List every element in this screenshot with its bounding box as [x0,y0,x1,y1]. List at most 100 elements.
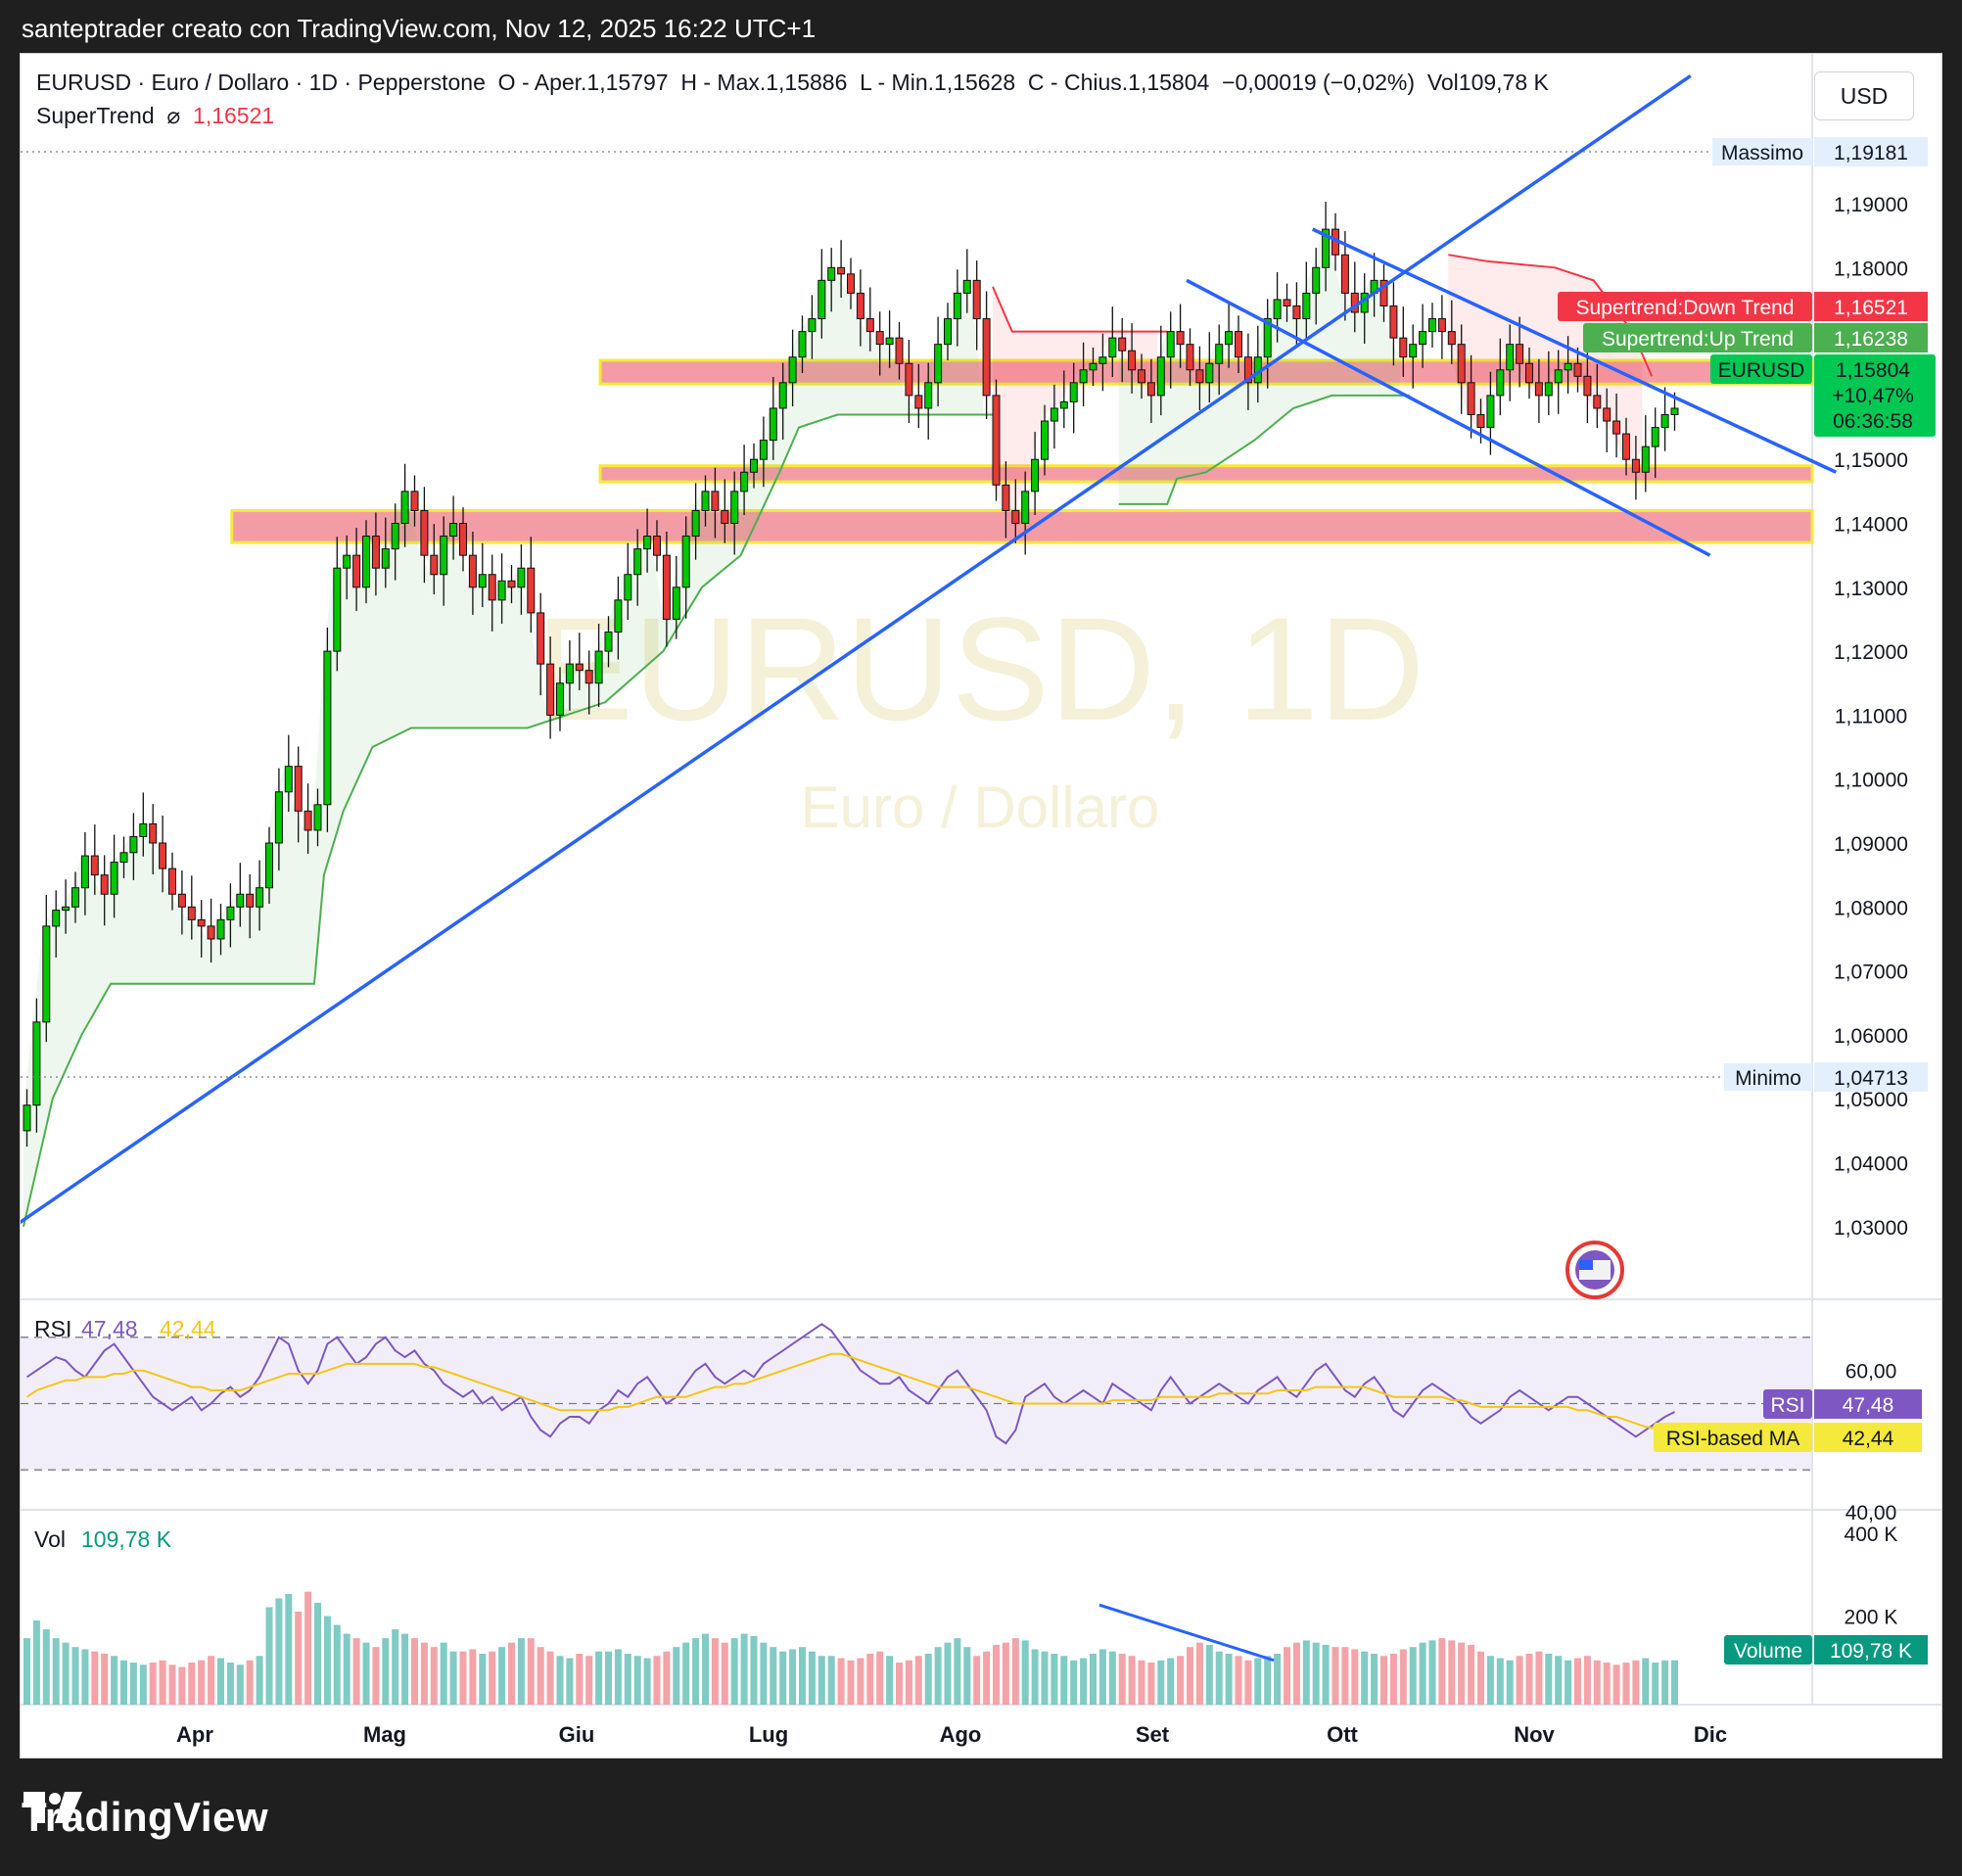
rsi-tick: 60,00 [1845,1361,1897,1384]
supertrend-down-fill-2 [1448,255,1643,473]
volume-bar [983,1651,991,1705]
brand-footer[interactable]: TradingView [22,1790,268,1845]
volume-bar [1080,1658,1088,1705]
volume-bar [1070,1660,1078,1705]
candle [769,376,777,460]
volume-bar [440,1642,447,1705]
candle-body [42,925,51,1023]
candle [1409,324,1418,389]
candle [711,467,720,539]
candle [1496,338,1505,416]
candle [556,667,564,731]
price-tick: 1,09000 [1834,833,1908,856]
candle [895,321,904,380]
volume-bar [799,1647,806,1705]
candle [1263,299,1272,389]
volume-bar [139,1665,147,1705]
supertrend-value-bg [1814,323,1928,352]
volume-bar [876,1651,884,1705]
volume-bar [740,1633,748,1705]
candle [962,249,971,313]
volume-bar [1351,1649,1359,1705]
candle [168,852,176,911]
candle-body [274,791,283,844]
candle-body [856,292,864,320]
candle-body [982,318,991,397]
trendline-3 [1186,278,1711,557]
candle [129,813,138,880]
volume-bar [1448,1640,1456,1705]
time-tick: Apr [176,1722,213,1747]
candle-body [624,574,632,601]
volume-bar [1128,1656,1136,1705]
candle [507,564,516,604]
rsi-pane: RSI 47,48 42,44 60,00 40,00 RSI 47,48 RSI-based… [21,1316,1922,1524]
candle [759,416,768,488]
candle [924,362,933,440]
low-label-bg [1724,1063,1812,1091]
candle-body [818,279,826,320]
candle-body [1302,292,1311,320]
candle [643,508,652,573]
volume-badge-value: 109,78 K [1830,1640,1912,1663]
volume-bar [730,1638,738,1705]
chart-canvas[interactable]: EURUSD, 1D Euro / Dollaro RSI 47,48 42,44 60… [21,54,1942,1759]
candle [633,529,642,606]
candle-body [1156,356,1165,397]
candle-body [1603,407,1612,422]
volume-bar [866,1653,874,1705]
candle-body [653,536,661,556]
symbol-line[interactable]: EURUSD · Euro / Dollaro · 1D · Peppersto… [36,70,486,95]
candle-body [827,266,836,281]
volume-bar [1361,1651,1369,1705]
rsi-ma-badge-bg [1654,1423,1812,1452]
candle [207,898,215,963]
volume-pane: Vol 109,78 K 400 K 200 K Volume 109,78 K [23,1524,1928,1705]
candle-body [992,395,1001,486]
rsi-badge-label: RSI [1770,1394,1804,1417]
candle [1302,261,1311,339]
candle [187,875,196,940]
candle-body [895,337,904,364]
candle-body [110,862,118,895]
candle [440,516,448,606]
volume-bar [449,1651,457,1705]
volume-bar [934,1647,942,1705]
price-tick: 1,07000 [1834,961,1908,984]
indicator-header[interactable]: SuperTrend ⌀ 1,16521 [36,103,274,129]
candle [1186,328,1194,387]
candle-body [517,567,526,588]
candle [497,553,506,625]
currency-button[interactable]: USD [1814,71,1914,120]
price-tick: 1,05000 [1834,1089,1908,1111]
candle-body [216,918,225,940]
candle-body [604,632,613,652]
indicator-value: 1,16521 [193,103,275,128]
candle-body [837,266,846,275]
rsi-value: 47,48 [81,1316,138,1341]
candle-body [614,599,623,633]
candle-body [1593,395,1602,409]
candle-body [313,804,322,831]
indicator-name[interactable]: SuperTrend [36,103,155,128]
candle-body [100,874,109,895]
volume-bar [1468,1644,1475,1705]
volume-bar [1612,1665,1620,1705]
open-value: O - Aper.1,15797 [497,70,669,95]
candle-body [323,650,332,806]
candle [972,260,981,351]
symbol-header[interactable]: EURUSD · Euro / Dollaro · 1D · Peppersto… [36,70,1549,96]
candle-body [71,887,79,908]
volume-bar [1274,1653,1282,1705]
volume-badge-value-bg [1814,1635,1928,1665]
volume-bar [973,1656,981,1705]
candle-body [788,356,797,384]
volume-bar [1419,1642,1426,1705]
candle [1079,342,1088,407]
candle [1534,358,1543,423]
volume-bar [23,1638,30,1705]
volume-bar [1399,1649,1407,1705]
candle-body [1534,382,1543,397]
candle-body [1428,318,1436,333]
rsi-badge-value-bg [1814,1389,1922,1419]
